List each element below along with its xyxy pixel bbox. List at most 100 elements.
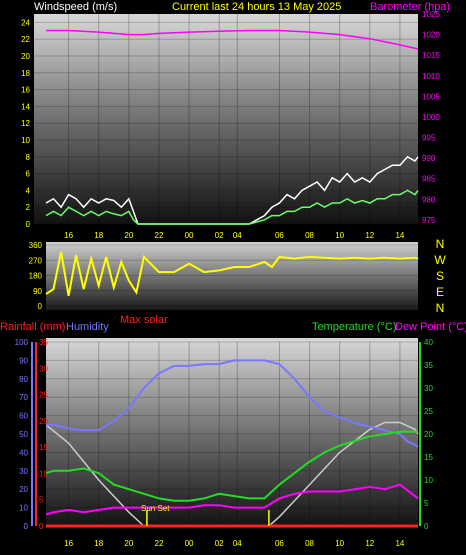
compass-0: N: [436, 237, 445, 251]
wind-tick-12: 12: [21, 119, 30, 128]
wind-axis-title: Windspeed (m/s): [34, 1, 117, 13]
rain-tick-15: 15: [39, 443, 48, 452]
time-label-06: 06: [275, 231, 284, 240]
rain-tick-30: 30: [39, 364, 48, 373]
hum-tick-30: 30: [19, 467, 28, 476]
time-label-16: 16: [64, 539, 73, 548]
direction-series: [45, 251, 419, 296]
hum-tick-40: 40: [19, 448, 28, 457]
hum-tick-50: 50: [19, 430, 28, 439]
baro-axis-title: Barometer (hpa): [370, 1, 450, 13]
wind-panel-bg: [34, 14, 418, 224]
baro-tick-980: 980: [422, 195, 436, 204]
hum-tick-10: 10: [19, 504, 28, 513]
time-label-02: 02: [215, 539, 224, 548]
time-label-08: 08: [305, 539, 314, 548]
hum-tick-90: 90: [19, 356, 28, 365]
rain-tick-25: 25: [39, 391, 48, 400]
temperature-line: [45, 430, 418, 502]
direction-axis-ticks: 360 270 180 90 0: [29, 241, 43, 311]
time-label-16: 16: [64, 231, 73, 240]
temp-tick-25: 25: [424, 407, 433, 416]
rainfall-label: Rainfall (mm): [0, 321, 65, 333]
rain-tick-20: 20: [39, 417, 48, 426]
time-label-12: 12: [365, 539, 374, 548]
wind-time-labels: 16 18 20 22 00 02 04 06 08 10 12 14: [64, 231, 405, 240]
hum-tick-60: 60: [19, 412, 28, 421]
baro-tick-1015: 1015: [422, 51, 440, 60]
hum-tick-0: 0: [24, 522, 29, 531]
temp-time-labels: 16 18 20 22 00 02 04 06 08 10 12 14: [64, 539, 405, 548]
wind-tick-10: 10: [21, 136, 30, 145]
dewpoint-label: Dew Point (°C): [395, 321, 466, 333]
baro-axis-ticks: 975 980 985 990 995 1000 1005 1010 1015 1020 1025: [422, 10, 440, 225]
dir-tick-180: 180: [29, 272, 43, 281]
wind-tick-20: 20: [21, 52, 30, 61]
avg-wind-line: [45, 189, 419, 225]
baro-tick-975: 975: [422, 216, 436, 225]
time-label-10: 10: [335, 231, 344, 240]
hum-tick-80: 80: [19, 375, 28, 384]
wind-tick-0: 0: [26, 220, 31, 229]
time-label-20: 20: [124, 539, 133, 548]
rain-tick-0: 0: [39, 522, 44, 531]
hum-tick-100: 100: [15, 338, 29, 347]
wind-tick-6: 6: [26, 170, 31, 179]
time-label-00: 00: [185, 231, 194, 240]
baro-tick-1005: 1005: [422, 92, 440, 101]
temp-tick-40: 40: [424, 338, 433, 347]
wind-tick-14: 14: [21, 102, 30, 111]
wind-tick-8: 8: [26, 153, 31, 162]
dewpoint-line: [45, 483, 419, 516]
temp-tick-0: 0: [424, 522, 429, 531]
temp-tick-30: 30: [424, 384, 433, 393]
wind-tick-24: 24: [21, 18, 30, 27]
baro-tick-985: 985: [422, 175, 436, 184]
chart-title: Current last 24 hours 13 May 2025: [172, 1, 341, 13]
temperature-label: Temperature (°C): [312, 321, 396, 333]
time-label-04: 04: [233, 231, 242, 240]
compass-3: E: [436, 285, 444, 299]
temp-axis-ticks: 0 10 20 30 40 50 60 70 80 90 100 0 5 10 15 20 25 30 35 0 5 10…: [15, 338, 434, 531]
baro-tick-995: 995: [422, 134, 436, 143]
temp-tick-10: 10: [424, 476, 433, 485]
wind-tick-22: 22: [21, 35, 30, 44]
time-label-20: 20: [124, 231, 133, 240]
direction-line: [45, 251, 419, 296]
baro-tick-1020: 1020: [422, 31, 440, 40]
time-label-08: 08: [305, 231, 314, 240]
temp-tick-15: 15: [424, 453, 433, 462]
compass-4: N: [436, 301, 445, 315]
baro-tick-990: 990: [422, 154, 436, 163]
compass-1: W: [434, 253, 446, 267]
time-label-18: 18: [94, 231, 103, 240]
time-label-22: 22: [155, 539, 164, 548]
dir-tick-360: 360: [29, 241, 43, 250]
hum-tick-20: 20: [19, 485, 28, 494]
max-solar-label: Max solar: [120, 314, 168, 326]
humidity-line: [46, 359, 419, 448]
temp-panel-bg: [46, 338, 418, 528]
dir-tick-0: 0: [38, 302, 43, 311]
time-label-04: 04: [233, 539, 242, 548]
baro-tick-1010: 1010: [422, 72, 440, 81]
wind-tick-16: 16: [21, 86, 30, 95]
time-label-02: 02: [215, 231, 224, 240]
baro-tick-1025: 1025: [422, 10, 440, 19]
time-label-12: 12: [365, 231, 374, 240]
humidity-label: Humidity: [66, 321, 109, 333]
time-label-10: 10: [335, 539, 344, 548]
wind-tick-2: 2: [26, 203, 31, 212]
rain-tick-5: 5: [39, 496, 44, 505]
temp-tick-35: 35: [424, 361, 433, 370]
direction-panel-bg: [46, 242, 418, 310]
rain-tick-35: 35: [39, 338, 48, 347]
time-label-18: 18: [94, 539, 103, 548]
compass-2: S: [436, 269, 444, 283]
rain-tick-10: 10: [39, 469, 48, 478]
temp-series: [45, 359, 419, 528]
time-label-22: 22: [155, 231, 164, 240]
